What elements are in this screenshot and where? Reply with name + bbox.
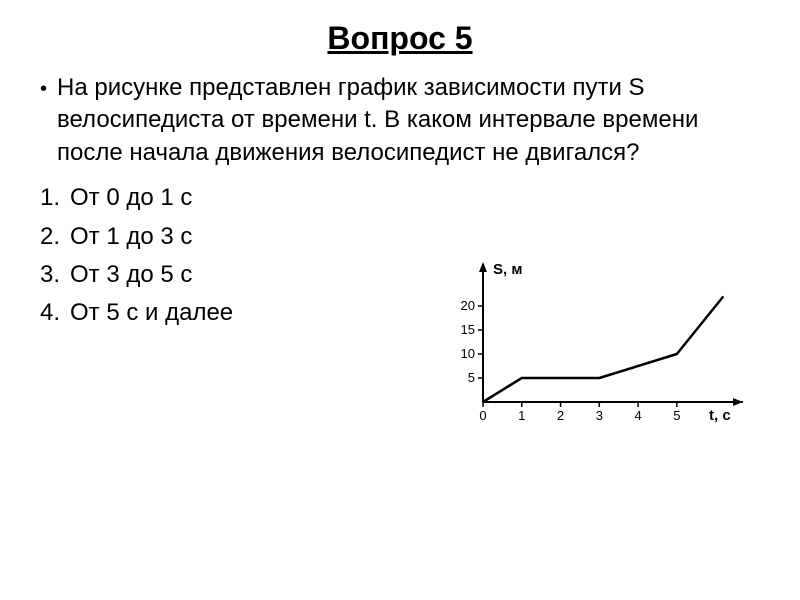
chart-svg: 0 1 2 3 4 5 5 10 15 20 S, м t, с bbox=[445, 260, 745, 430]
svg-text:10: 10 bbox=[461, 346, 475, 361]
option-label: От 3 до 5 с bbox=[70, 256, 192, 294]
option-label: От 1 до 3 с bbox=[70, 218, 192, 256]
svg-text:2: 2 bbox=[557, 408, 564, 423]
svg-text:t, с: t, с bbox=[709, 407, 731, 424]
page-title: Вопрос 5 bbox=[40, 20, 760, 57]
chart: 0 1 2 3 4 5 5 10 15 20 S, м t, с bbox=[445, 260, 745, 430]
svg-text:20: 20 bbox=[461, 298, 475, 313]
option-label: От 5 с и далее bbox=[70, 294, 233, 332]
option-2: 2. От 1 до 3 с bbox=[40, 218, 760, 256]
option-number: 4. bbox=[40, 294, 70, 332]
option-1: 1. От 0 до 1 с bbox=[40, 179, 760, 217]
bullet-icon: • bbox=[40, 76, 47, 103]
svg-text:3: 3 bbox=[596, 408, 603, 423]
svg-text:S, м: S, м bbox=[493, 261, 522, 278]
option-number: 1. bbox=[40, 179, 70, 217]
question-block: • На рисунке представлен график зависимо… bbox=[40, 72, 760, 169]
svg-text:0: 0 bbox=[479, 408, 486, 423]
svg-text:15: 15 bbox=[461, 322, 475, 337]
option-number: 2. bbox=[40, 218, 70, 256]
svg-text:4: 4 bbox=[634, 408, 641, 423]
question-text: На рисунке представлен график зависимост… bbox=[57, 72, 760, 169]
option-label: От 0 до 1 с bbox=[70, 179, 192, 217]
svg-text:1: 1 bbox=[518, 408, 525, 423]
option-number: 3. bbox=[40, 256, 70, 294]
svg-text:5: 5 bbox=[673, 408, 680, 423]
svg-text:5: 5 bbox=[468, 370, 475, 385]
